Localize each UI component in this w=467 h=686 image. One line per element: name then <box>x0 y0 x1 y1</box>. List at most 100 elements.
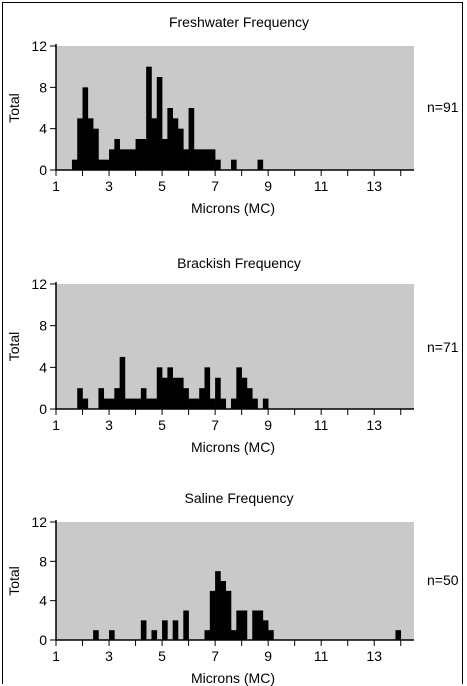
histogram-bar <box>193 149 200 170</box>
sample-size-label: n=50 <box>427 572 459 588</box>
y-tick-label: 12 <box>31 38 47 54</box>
y-tick-label: 4 <box>39 121 47 137</box>
y-axis-label: Total <box>6 566 22 596</box>
chart-title: Saline Frequency <box>185 490 294 506</box>
y-axis-label: Total <box>6 93 22 123</box>
histogram-bar <box>268 630 274 640</box>
histogram-bar <box>252 398 258 409</box>
histogram-bar <box>172 377 179 409</box>
x-axis-label: Microns (MC) <box>191 439 275 455</box>
histogram-bar <box>82 87 89 170</box>
histogram-bar <box>98 388 105 409</box>
x-tick-label: 7 <box>211 417 219 433</box>
plot-area <box>56 522 414 640</box>
histogram-bar <box>172 118 179 170</box>
histogram-bar <box>215 571 221 640</box>
histogram-bar <box>151 398 158 409</box>
x-tick-label: 3 <box>105 178 113 194</box>
y-tick-label: 0 <box>39 401 47 417</box>
x-tick-label: 7 <box>211 178 219 194</box>
histogram-bar <box>209 149 216 170</box>
x-tick-label: 3 <box>105 417 113 433</box>
x-tick-label: 1 <box>52 648 60 664</box>
x-tick-label: 1 <box>52 417 60 433</box>
histogram-bar <box>93 630 99 640</box>
y-tick-label: 4 <box>39 593 47 609</box>
histogram-bar <box>109 630 115 640</box>
histogram-bar <box>204 630 211 640</box>
histogram-bar <box>87 118 94 170</box>
histogram-bar <box>119 356 126 409</box>
histogram-bar <box>156 367 163 409</box>
x-tick-label: 7 <box>211 648 219 664</box>
histogram-bar <box>220 398 227 409</box>
chart-title: Brackish Frequency <box>177 255 301 271</box>
y-tick-label: 12 <box>31 514 47 530</box>
histogram-bar <box>93 128 99 170</box>
histogram-bar <box>167 108 173 170</box>
histogram-bar <box>71 159 78 170</box>
histogram-bar <box>119 149 126 170</box>
histogram-bar <box>209 398 216 409</box>
y-tick-label: 8 <box>39 318 47 334</box>
histogram-bar <box>199 388 205 409</box>
histogram-bar <box>172 620 179 640</box>
histogram-bar <box>109 398 115 409</box>
histogram-bar <box>231 159 237 170</box>
histogram-bar <box>188 108 195 170</box>
y-axis-label: Total <box>6 332 22 362</box>
y-tick-label: 0 <box>39 162 47 178</box>
chart-title: Freshwater Frequency <box>169 14 309 30</box>
x-tick-label: 5 <box>158 417 166 433</box>
x-tick-label: 5 <box>158 648 166 664</box>
histogram-bar <box>130 149 136 170</box>
histogram-bar <box>103 398 110 409</box>
y-tick-label: 0 <box>39 632 47 648</box>
histogram-bar <box>146 398 152 409</box>
y-tick-label: 12 <box>31 276 47 292</box>
histogram-bar <box>135 398 142 409</box>
histogram-bar <box>124 149 131 170</box>
histogram-bar <box>215 377 221 409</box>
histogram-bar <box>130 398 136 409</box>
histogram-bar <box>82 398 89 409</box>
histogram-bar <box>252 610 258 640</box>
x-tick-label: 11 <box>314 417 329 433</box>
histogram-bar <box>124 398 131 409</box>
histogram-bar <box>236 610 242 640</box>
histogram-bar <box>183 149 189 170</box>
x-tick-label: 11 <box>314 648 329 664</box>
histogram-bar <box>151 118 158 170</box>
histogram-bar <box>204 149 211 170</box>
histogram-bar <box>262 398 269 409</box>
histogram-bar <box>220 581 227 640</box>
histogram-bar <box>77 388 83 409</box>
x-tick-label: 9 <box>264 417 272 433</box>
histogram-bar <box>177 128 184 170</box>
sample-size-label: n=91 <box>427 99 459 115</box>
x-tick-label: 13 <box>366 178 382 194</box>
histogram-bar <box>114 388 120 409</box>
y-tick-label: 8 <box>39 79 47 95</box>
x-tick-label: 9 <box>264 178 272 194</box>
histogram-bar <box>151 630 158 640</box>
histogram-bar <box>162 377 168 409</box>
histogram-bar <box>209 590 216 640</box>
x-axis-label: Microns (MC) <box>191 200 275 216</box>
histogram-bar <box>188 398 195 409</box>
histogram-bar <box>183 388 189 409</box>
x-tick-label: 1 <box>52 178 60 194</box>
histogram-bar <box>257 610 264 640</box>
histogram-bar <box>177 377 184 409</box>
histogram-bar <box>162 139 168 170</box>
histogram-bar <box>140 620 147 640</box>
plot-area <box>56 284 414 409</box>
x-tick-label: 5 <box>158 178 166 194</box>
histogram-bar <box>77 118 83 170</box>
histogram-bar <box>140 388 147 409</box>
histogram-bar <box>199 149 205 170</box>
y-tick-label: 8 <box>39 553 47 569</box>
histogram-bar <box>395 630 402 640</box>
